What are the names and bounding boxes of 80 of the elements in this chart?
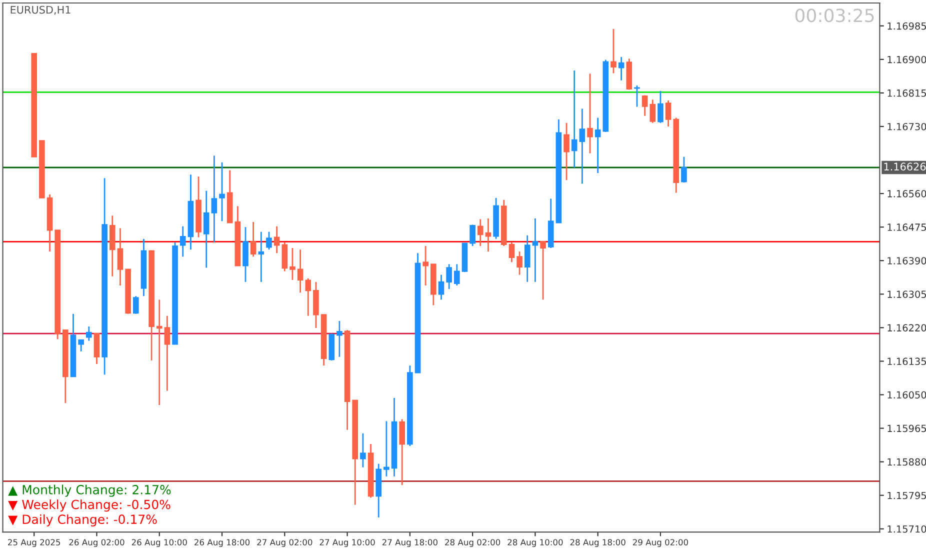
y-tick-label: 1.15880 xyxy=(888,458,926,466)
candlestick xyxy=(438,274,444,300)
candlestick xyxy=(132,295,139,315)
candlestick xyxy=(86,326,92,342)
annotation: ▼ Weekly Change: -0.50% xyxy=(8,500,170,512)
annotation: 00:03:25 xyxy=(795,8,874,22)
candlestick xyxy=(360,432,366,468)
candlestick xyxy=(665,100,672,128)
annotation: ▲ Monthly Change: 2.17% xyxy=(8,484,171,497)
y-tick-label: 1.16985 xyxy=(888,22,926,30)
candlestick xyxy=(211,154,218,244)
candlestick xyxy=(618,56,624,82)
x-tick-label: 25 Aug 2025 xyxy=(8,539,60,548)
y-tick-label: 1.16305 xyxy=(888,290,926,298)
candlestick xyxy=(203,190,210,268)
y-tick-label: 1.16475 xyxy=(888,224,926,231)
candlestick xyxy=(422,245,428,286)
candlestick xyxy=(250,221,256,258)
candlestick xyxy=(681,156,687,184)
candlestick xyxy=(454,263,460,286)
candlestick xyxy=(470,224,476,247)
y-tick-label: 1.16815 xyxy=(888,89,926,97)
x-tick-label: 27 Aug 02:00 xyxy=(257,539,312,548)
y-tick-label: 1.16900 xyxy=(888,56,926,64)
candlestick xyxy=(485,218,492,252)
candlestick xyxy=(532,218,538,283)
candlestick xyxy=(282,242,288,272)
candlestick xyxy=(266,231,272,250)
candlestick xyxy=(117,228,124,286)
ref-line-label: 1.16626 xyxy=(884,162,926,171)
candlestick xyxy=(579,108,586,184)
annotation: ▼ Daily Change: -0.17% xyxy=(8,514,157,526)
x-tick-label: 27 Aug 10:00 xyxy=(320,539,375,548)
candlestick xyxy=(610,28,616,74)
candlestick xyxy=(571,70,578,168)
candlestick xyxy=(477,218,484,247)
y-tick-label: 1.16730 xyxy=(888,122,926,130)
x-tick-label: 28 Aug 18:00 xyxy=(570,539,626,548)
x-tick-label: 28 Aug 10:00 xyxy=(508,539,563,548)
y-tick-label: 1.16220 xyxy=(888,324,926,332)
candlestick xyxy=(516,250,522,276)
y-tick-label: 1.15965 xyxy=(888,424,926,432)
candlestick xyxy=(650,98,656,124)
candlestick xyxy=(594,117,601,174)
candlestick xyxy=(305,278,312,317)
y-tick-label: 1.16560 xyxy=(888,190,926,198)
x-tick-label: 26 Aug 18:00 xyxy=(194,539,250,548)
candlestick xyxy=(399,418,405,486)
candlestick xyxy=(164,315,170,392)
candlestick xyxy=(564,122,570,181)
candlestick xyxy=(94,332,100,365)
chart-title: EURUSD,H1 xyxy=(10,6,70,15)
candlestick xyxy=(156,298,162,406)
y-tick-label: 1.15710 xyxy=(888,525,926,533)
candlestick xyxy=(587,72,593,154)
candlestick xyxy=(180,226,186,258)
y-tick-label: 1.15795 xyxy=(888,492,926,500)
x-tick-label: 29 Aug 02:00 xyxy=(632,539,688,548)
x-tick-label: 26 Aug 10:00 xyxy=(132,539,187,548)
candlestick xyxy=(524,234,530,283)
candlestick xyxy=(540,240,546,300)
candlestick xyxy=(336,320,342,358)
candlestick xyxy=(642,94,648,117)
candlestick xyxy=(290,247,296,281)
y-tick-label: 1.16050 xyxy=(888,391,926,399)
x-tick-label: 26 Aug 02:00 xyxy=(69,539,124,548)
candlestick xyxy=(508,242,515,263)
candlestick xyxy=(258,231,264,283)
candlestick xyxy=(78,339,84,352)
y-tick-label: 1.16390 xyxy=(888,257,926,264)
candlestick xyxy=(446,263,452,290)
candlestick xyxy=(384,420,390,478)
candlestick xyxy=(219,162,225,222)
x-tick-label: 27 Aug 18:00 xyxy=(382,539,438,548)
y-tick-label: 1.16135 xyxy=(888,358,926,366)
candlestick xyxy=(297,248,304,294)
candlestick xyxy=(274,226,280,254)
candlestick xyxy=(634,84,640,108)
candlestick xyxy=(658,90,664,124)
x-tick-label: 28 Aug 02:00 xyxy=(445,539,500,548)
